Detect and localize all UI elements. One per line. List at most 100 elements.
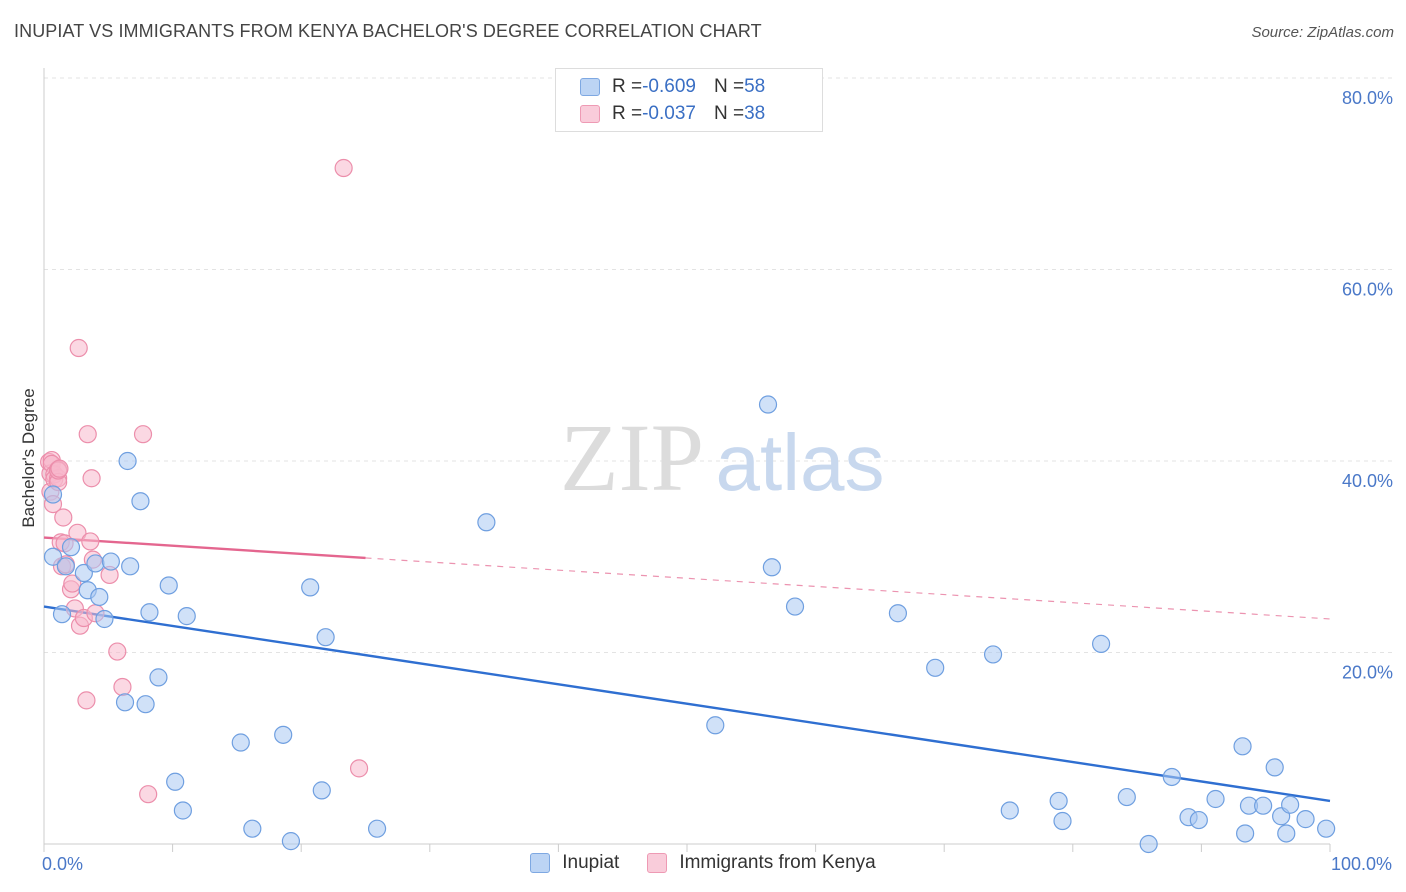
series-legend: Inupiat Immigrants from Kenya bbox=[0, 852, 1406, 874]
point-kenya bbox=[81, 532, 100, 551]
point-kenya bbox=[50, 459, 69, 478]
legend-n-label: N = bbox=[713, 76, 745, 97]
point-inupiat bbox=[43, 547, 63, 566]
point-inupiat bbox=[1233, 737, 1252, 756]
series-legend-inupiat: Inupiat bbox=[530, 852, 619, 874]
legend-r-label: R = bbox=[612, 103, 643, 124]
point-inupiat bbox=[243, 819, 262, 838]
point-inupiat bbox=[1265, 758, 1284, 777]
point-inupiat bbox=[785, 597, 805, 616]
point-inupiat bbox=[121, 557, 140, 576]
point-inupiat bbox=[1236, 824, 1255, 843]
point-inupiat bbox=[312, 781, 331, 800]
grid-lines bbox=[44, 77, 1392, 653]
point-inupiat bbox=[888, 604, 908, 623]
point-kenya bbox=[78, 425, 97, 444]
legend-n-value: 38 bbox=[744, 103, 766, 124]
source-label: Source: ZipAtlas.com bbox=[1251, 24, 1394, 41]
point-inupiat bbox=[1317, 819, 1336, 838]
point-kenya bbox=[77, 691, 96, 710]
point-inupiat bbox=[477, 513, 496, 532]
point-kenya bbox=[133, 425, 153, 444]
point-inupiat bbox=[926, 658, 945, 677]
legend-row-inupiat: R = -0.609 N = 58 bbox=[580, 75, 765, 99]
point-inupiat bbox=[231, 733, 250, 752]
legend-n-value: 58 bbox=[744, 76, 766, 97]
point-inupiat bbox=[316, 628, 335, 647]
point-inupiat bbox=[367, 819, 387, 838]
point-inupiat bbox=[762, 558, 781, 577]
point-inupiat bbox=[118, 451, 137, 471]
point-inupiat bbox=[1162, 767, 1181, 787]
x-tick-label: 0.0% bbox=[42, 854, 83, 874]
point-kenya bbox=[139, 785, 158, 804]
point-kenya bbox=[113, 677, 132, 697]
y-axis-label: Bachelor's Degree bbox=[19, 388, 38, 527]
y-tick-label: 40.0% bbox=[1342, 471, 1393, 491]
point-kenya bbox=[63, 574, 82, 593]
point-inupiat bbox=[301, 578, 320, 597]
point-inupiat bbox=[56, 557, 75, 576]
watermark-atlas: atlas bbox=[716, 418, 885, 507]
y-tick-label: 60.0% bbox=[1342, 280, 1393, 300]
point-inupiat bbox=[95, 609, 114, 629]
series-swatch-pink bbox=[647, 853, 668, 873]
point-kenya bbox=[334, 158, 353, 178]
point-inupiat bbox=[1053, 811, 1072, 831]
legend-row-kenya: R = -0.037 N = 38 bbox=[580, 102, 765, 126]
point-kenya bbox=[69, 338, 88, 358]
point-inupiat bbox=[173, 801, 192, 820]
point-inupiat bbox=[1139, 834, 1158, 854]
point-kenya bbox=[82, 469, 101, 488]
point-inupiat bbox=[101, 552, 120, 571]
point-kenya bbox=[108, 642, 127, 661]
point-inupiat bbox=[61, 538, 81, 557]
point-inupiat bbox=[1189, 810, 1208, 830]
tick-labels: 20.0% 40.0% 60.0% 80.0% 0.0% 100.0% bbox=[42, 88, 1393, 874]
legend-r-value: -0.609 bbox=[642, 76, 696, 97]
point-inupiat bbox=[706, 716, 725, 735]
watermark-zip: ZIP bbox=[560, 404, 704, 511]
point-inupiat bbox=[1091, 634, 1111, 653]
point-inupiat bbox=[159, 576, 178, 595]
point-inupiat bbox=[983, 645, 1003, 664]
series-swatch-blue bbox=[530, 853, 551, 873]
point-inupiat bbox=[1000, 801, 1019, 820]
series-label-inupiat: Inupiat bbox=[562, 852, 620, 873]
point-inupiat bbox=[131, 492, 150, 511]
point-inupiat bbox=[115, 693, 135, 712]
trend-line-inupiat bbox=[43, 605, 1331, 803]
point-inupiat bbox=[140, 603, 159, 622]
point-inupiat bbox=[52, 605, 72, 624]
point-inupiat bbox=[1281, 795, 1300, 814]
series-label-kenya: Immigrants from Kenya bbox=[679, 852, 876, 873]
legend-swatch-blue bbox=[580, 78, 600, 96]
point-kenya bbox=[349, 759, 369, 778]
point-inupiat bbox=[281, 832, 301, 851]
legend-r-label: R = bbox=[612, 76, 643, 97]
trend-lines bbox=[43, 536, 1331, 803]
point-inupiat bbox=[1296, 810, 1315, 829]
point-inupiat bbox=[43, 485, 63, 504]
x-tick-label: 100.0% bbox=[1331, 854, 1392, 874]
data-points bbox=[40, 158, 1336, 854]
chart-title: INUPIAT VS IMMIGRANTS FROM KENYA BACHELO… bbox=[14, 21, 762, 41]
legend-n-label: N = bbox=[713, 103, 745, 124]
legend-r-value: -0.037 bbox=[642, 103, 696, 124]
point-inupiat bbox=[1254, 796, 1273, 815]
point-inupiat bbox=[86, 554, 105, 573]
y-tick-label: 80.0% bbox=[1342, 88, 1393, 108]
point-inupiat bbox=[166, 772, 185, 791]
point-inupiat bbox=[1117, 787, 1136, 807]
correlation-legend: R = -0.609 N = 58 R = -0.037 N = 38 bbox=[555, 68, 823, 132]
point-inupiat bbox=[90, 587, 109, 607]
point-inupiat bbox=[177, 607, 196, 626]
trend-line-kenya-dashed bbox=[365, 557, 1331, 620]
y-tick-label: 20.0% bbox=[1342, 663, 1393, 683]
series-legend-kenya: Immigrants from Kenya bbox=[647, 852, 876, 874]
legend-swatch-pink bbox=[580, 105, 600, 123]
point-kenya bbox=[54, 508, 73, 527]
point-inupiat bbox=[1049, 791, 1068, 811]
point-inupiat bbox=[136, 695, 155, 714]
